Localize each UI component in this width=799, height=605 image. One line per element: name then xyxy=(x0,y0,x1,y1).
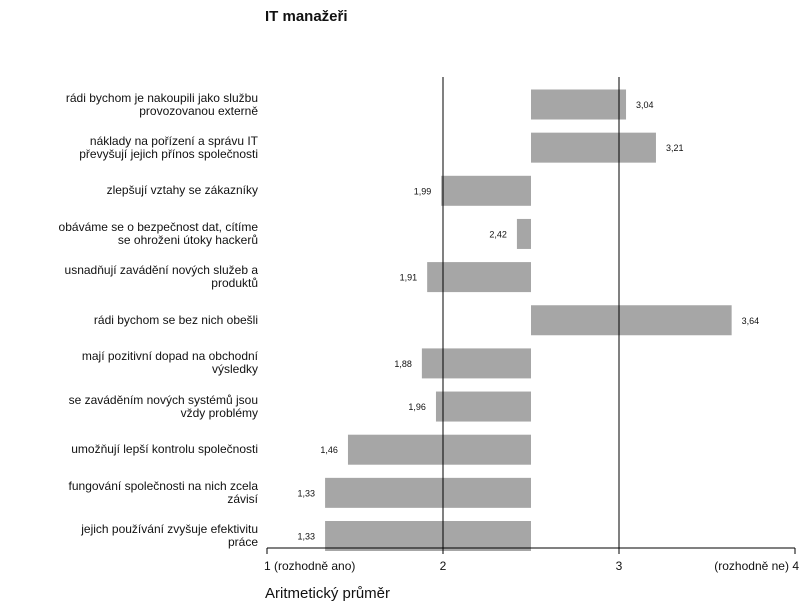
bar xyxy=(347,434,531,465)
category-label-line: jejich používání zvyšuje efektivitu xyxy=(81,522,258,536)
x-axis-label: Aritmetický průměr xyxy=(265,585,391,602)
bar xyxy=(441,175,531,206)
x-tick-label: (rozhodně ne) 4 xyxy=(714,559,799,573)
x-tick-label: 1 (rozhodně ano) xyxy=(264,559,355,573)
category-label-line: převyšují jejich přínos společnosti xyxy=(79,146,258,161)
bar-value-label: 1,46 xyxy=(320,445,338,455)
bar xyxy=(531,89,627,120)
bar xyxy=(421,348,531,379)
category-label-line: se ohroženi útoky hackerů xyxy=(117,232,258,247)
bar xyxy=(516,218,531,249)
bar xyxy=(325,477,531,508)
category-label: fungování společnosti na nich zcela závis… xyxy=(0,478,258,506)
bar-value-label: 3,64 xyxy=(742,316,760,326)
bar xyxy=(427,262,531,293)
bar-value-label: 1,88 xyxy=(394,359,412,369)
category-label: rádi bychom je nakoupili jako službu prov… xyxy=(0,90,258,118)
category-label-line: obáváme se o bezpečnost dat, cítíme xyxy=(58,219,258,234)
category-label: obáváme se o bezpečnost dat, cítíme se oh… xyxy=(0,219,258,247)
category-label-line: závisí xyxy=(227,491,258,506)
x-tick-label: 3 xyxy=(616,559,623,573)
category-label-line: fungování společnosti na nich zcela xyxy=(68,478,258,493)
category-label-line: zlepšují vztahy se zákazníky xyxy=(106,183,258,198)
category-label-line: vždy problémy xyxy=(180,405,258,420)
category-label-line: umožňují lepší kontrolu společnosti xyxy=(71,442,258,457)
category-label-line: provozovanou externě xyxy=(139,103,258,118)
bar-value-label: 2,42 xyxy=(489,229,507,239)
chart-title: IT manažeři xyxy=(265,8,348,25)
category-label: náklady na pořízení a správu IT převyšují… xyxy=(0,133,258,161)
category-label: mají pozitivní dopad na obchodní výsledky xyxy=(0,350,258,376)
category-label-line: rádi bychom se bez nich obešli xyxy=(93,312,258,327)
category-label: se zaváděním nových systémů jsou vždy pro… xyxy=(0,392,258,420)
bar xyxy=(531,132,656,163)
bar-value-label: 3,04 xyxy=(636,100,654,110)
category-label-line: rádi bychom je nakoupili jako službu xyxy=(65,90,258,105)
category-label: zlepšují vztahy se zákazníky xyxy=(0,184,258,197)
category-label-line: výsledky xyxy=(211,362,258,377)
category-label: usnadňují zavádění nových služeb a produk… xyxy=(0,264,258,290)
category-label: umožňují lepší kontrolu společnosti xyxy=(0,443,258,456)
category-label: rádi bychom se bez nich obešli xyxy=(0,312,258,327)
bar xyxy=(325,521,531,551)
category-label-line: usnadňují zavádění nových služeb a xyxy=(64,263,258,278)
bar-value-label: 1,96 xyxy=(408,402,426,412)
category-label-line: mají pozitivní dopad na obchodní xyxy=(81,349,258,364)
category-label-line: se zaváděním nových systémů jsou xyxy=(68,392,258,407)
bar-value-label: 1,91 xyxy=(400,273,418,283)
category-label-line: produktů xyxy=(211,276,258,291)
bar-value-label: 1,33 xyxy=(298,532,316,542)
category-label: jejich používání zvyšuje efektivitu práce xyxy=(0,523,258,549)
x-tick-label: 2 xyxy=(440,559,447,573)
category-label-line: náklady na pořízení a správu IT xyxy=(89,133,258,148)
bar-value-label: 1,99 xyxy=(414,186,432,196)
bar xyxy=(531,305,732,336)
bar-value-label: 3,21 xyxy=(666,143,684,153)
bar xyxy=(435,391,531,422)
category-label-line: práce xyxy=(227,535,258,549)
bar-value-label: 1,33 xyxy=(298,488,316,498)
